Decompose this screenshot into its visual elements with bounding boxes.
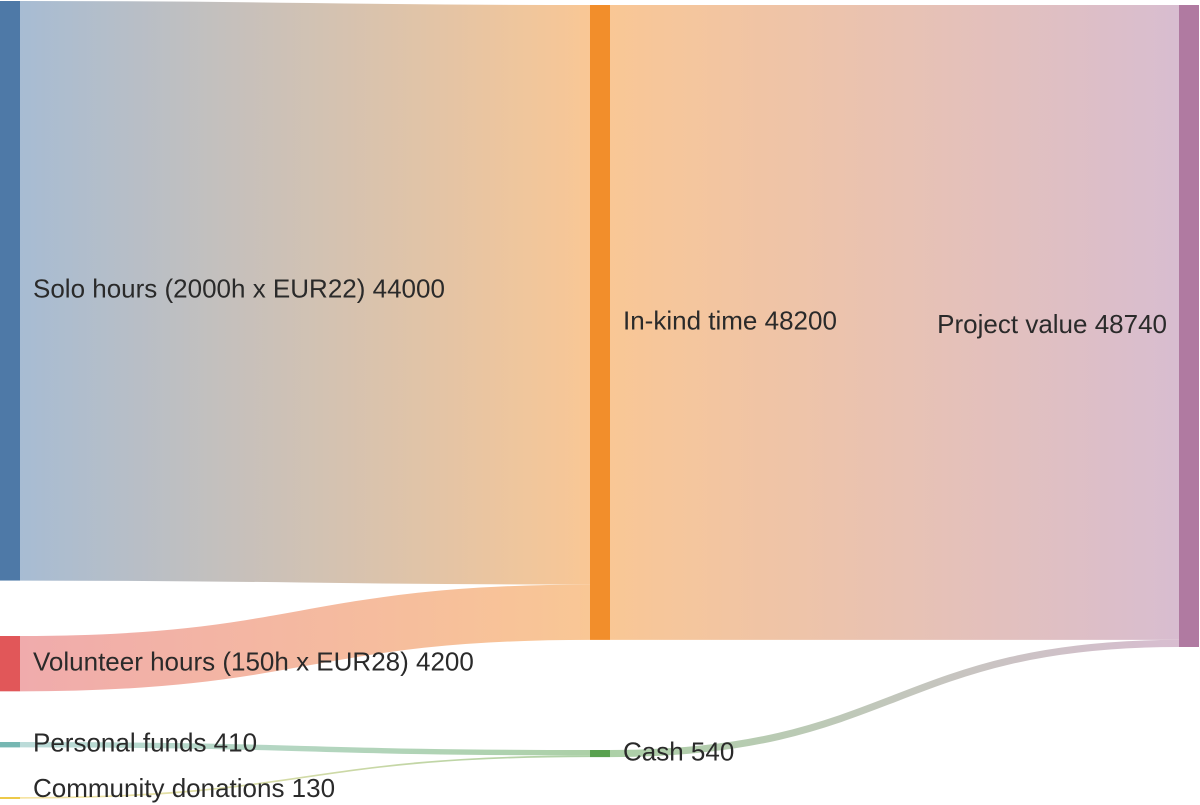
node-volunteer (0, 636, 20, 692)
node-label-cash: Cash 540 (623, 736, 734, 766)
node-cash (590, 750, 610, 758)
node-label-project: Project value 48740 (937, 309, 1167, 339)
node-label-solo: Solo hours (2000h x EUR22) 44000 (33, 274, 445, 304)
node-label-inkind: In-kind time 48200 (623, 305, 837, 335)
node-label-personal: Personal funds 410 (33, 728, 257, 758)
node-solo (0, 1, 20, 581)
node-community (0, 797, 20, 799)
node-label-volunteer: Volunteer hours (150h x EUR28) 4200 (33, 647, 474, 677)
link-cash-to-project (609, 639, 1180, 758)
labels-layer: Solo hours (2000h x EUR22) 44000 Voluntee… (33, 274, 1167, 803)
link-volunteer-to-inkind (19, 584, 591, 692)
node-label-community: Community donations 130 (33, 773, 335, 803)
node-inkind (590, 5, 610, 640)
link-solo-to-inkind (19, 1, 591, 585)
node-personal (0, 742, 20, 748)
node-project (1179, 5, 1199, 647)
link-personal-to-cash (19, 741, 591, 756)
links-layer (19, 1, 1180, 799)
link-community-to-cash (19, 755, 591, 799)
